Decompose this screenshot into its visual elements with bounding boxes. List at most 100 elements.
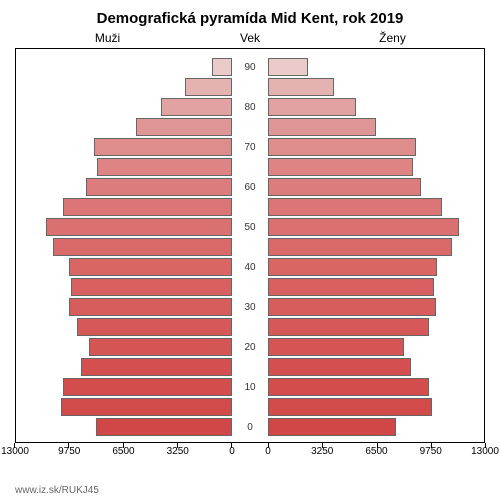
women-bar-row	[268, 318, 484, 336]
x-axis-left: 032506500975013000	[15, 443, 232, 463]
women-bar	[268, 338, 404, 356]
men-bar	[212, 58, 232, 76]
age-tick-label: 70	[232, 142, 268, 153]
women-bar	[268, 258, 437, 276]
women-bar	[268, 158, 413, 176]
men-bar	[69, 258, 232, 276]
women-bar	[268, 238, 452, 256]
men-bar	[94, 138, 232, 156]
men-bar-row	[16, 318, 232, 336]
women-bar-row	[268, 278, 484, 296]
men-bar	[86, 178, 232, 196]
men-bar-row	[16, 178, 232, 196]
age-tick-label: 50	[232, 222, 268, 233]
women-bar	[268, 358, 411, 376]
men-bar	[77, 318, 232, 336]
women-bar-row	[268, 398, 484, 416]
x-tick-label: 3250	[311, 446, 333, 457]
men-bar	[71, 278, 232, 296]
women-bar-row	[268, 138, 484, 156]
women-bar	[268, 58, 308, 76]
men-bar-row	[16, 118, 232, 136]
chart-title: Demografická pyramída Mid Kent, rok 2019	[15, 10, 485, 27]
women-bar	[268, 78, 334, 96]
header-labels: Muži Vek Ženy	[15, 31, 485, 45]
age-axis: 0 10 20 30 40 50 60 70 80 90	[232, 49, 268, 442]
men-bar-row	[16, 218, 232, 236]
men-bar-row	[16, 98, 232, 116]
women-bar-row	[268, 358, 484, 376]
men-bar-row	[16, 378, 232, 396]
age-tick-label: 20	[232, 342, 268, 353]
men-label: Muži	[15, 31, 230, 45]
age-tick-label: 30	[232, 302, 268, 313]
men-bar	[161, 98, 232, 116]
men-bar	[63, 378, 232, 396]
women-bar	[268, 118, 376, 136]
women-bar-row	[268, 58, 484, 76]
women-bar	[268, 138, 416, 156]
age-tick-label: 40	[232, 262, 268, 273]
men-bar-row	[16, 238, 232, 256]
x-tick-label: 0	[265, 446, 271, 457]
women-bar	[268, 378, 429, 396]
x-tick-label: 9750	[420, 446, 442, 457]
age-tick-label: 0	[232, 422, 268, 433]
x-tick-label: 9750	[58, 446, 80, 457]
men-bar	[185, 78, 232, 96]
women-bar	[268, 298, 436, 316]
men-bar	[53, 238, 232, 256]
men-bar-row	[16, 338, 232, 356]
men-bar	[96, 418, 232, 436]
x-tick-label: 0	[229, 446, 235, 457]
men-bars-area	[16, 49, 232, 442]
age-tick-label: 90	[232, 62, 268, 73]
men-bar	[136, 118, 232, 136]
women-bar-row	[268, 78, 484, 96]
x-axis-center	[232, 443, 268, 463]
women-bars-area	[268, 49, 484, 442]
women-bar-row	[268, 418, 484, 436]
men-bar-row	[16, 58, 232, 76]
women-bar	[268, 318, 429, 336]
women-bar-row	[268, 178, 484, 196]
women-label: Ženy	[270, 31, 485, 45]
women-bar-row	[268, 378, 484, 396]
men-bar-row	[16, 358, 232, 376]
men-bar-row	[16, 298, 232, 316]
men-bar-row	[16, 198, 232, 216]
age-label: Vek	[230, 31, 270, 45]
women-bar-row	[268, 258, 484, 276]
women-bar	[268, 278, 434, 296]
women-bar	[268, 398, 432, 416]
men-bar	[69, 298, 232, 316]
women-bar	[268, 218, 459, 236]
women-bar	[268, 418, 396, 436]
men-bar-row	[16, 398, 232, 416]
men-bar-row	[16, 138, 232, 156]
women-bar-row	[268, 338, 484, 356]
source-url: www.iz.sk/RUKJ45	[15, 485, 99, 496]
men-bar-row	[16, 78, 232, 96]
women-bar-row	[268, 198, 484, 216]
women-bar-row	[268, 98, 484, 116]
men-bar-row	[16, 418, 232, 436]
age-tick-label: 80	[232, 102, 268, 113]
women-bar-row	[268, 118, 484, 136]
x-tick-label: 6500	[365, 446, 387, 457]
x-axis-right: 032506500975013000	[268, 443, 485, 463]
men-bar	[61, 398, 232, 416]
age-tick-label: 10	[232, 382, 268, 393]
women-bar-row	[268, 218, 484, 236]
men-bar	[81, 358, 232, 376]
men-bar-row	[16, 158, 232, 176]
women-bar	[268, 98, 356, 116]
women-bar-row	[268, 298, 484, 316]
men-bar	[63, 198, 232, 216]
age-tick-label: 60	[232, 182, 268, 193]
x-tick-label: 3250	[167, 446, 189, 457]
men-bar-row	[16, 258, 232, 276]
x-tick-label: 13000	[471, 446, 499, 457]
pyramid-chart: Demografická pyramída Mid Kent, rok 2019…	[0, 0, 500, 500]
men-bar	[46, 218, 232, 236]
